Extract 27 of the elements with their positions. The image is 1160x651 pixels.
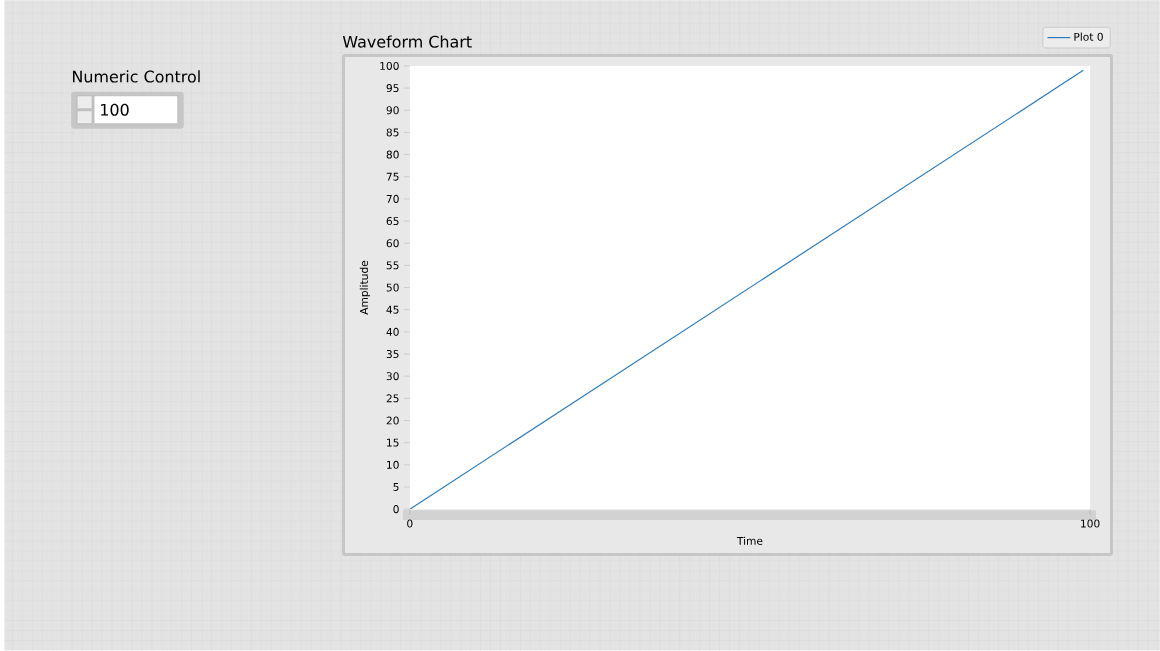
y-tick-label: 25 — [386, 394, 399, 403]
y-tick-label: 50 — [386, 283, 399, 292]
y-tick-label: 75 — [386, 172, 399, 181]
chart-title: Waveform Chart — [342, 35, 472, 48]
y-tick-label: 100 — [380, 62, 399, 71]
y-tick-label: 20 — [386, 416, 399, 425]
y-tick-label: 15 — [387, 438, 399, 447]
y-tick-label: 30 — [386, 372, 399, 381]
y-tick-label: 80 — [386, 150, 399, 159]
y-tick-label: 5 — [393, 483, 399, 492]
y-tick-label: 45 — [386, 305, 399, 314]
text: 100 — [101, 103, 129, 116]
y-tick-label: 65 — [386, 217, 399, 226]
y-tick-label: 85 — [386, 128, 399, 137]
y-tick-label: 0 — [393, 505, 399, 514]
x-axis-title: Time — [736, 536, 763, 545]
y-tick-label: 60 — [386, 239, 399, 248]
y-tick-label: 40 — [386, 327, 399, 336]
y-axis-title: Amplitude — [359, 260, 371, 315]
text: Numeric Control — [72, 70, 200, 83]
y-tick-label: 70 — [386, 194, 399, 204]
y-tick-label: 35 — [386, 350, 399, 359]
y-tick-label: 90 — [386, 106, 399, 115]
y-tick-label: 55 — [386, 261, 399, 270]
y-tick-label: 10 — [387, 460, 399, 469]
legend-label: Plot 0 — [1074, 32, 1103, 41]
y-tick-label: 95 — [386, 84, 399, 93]
